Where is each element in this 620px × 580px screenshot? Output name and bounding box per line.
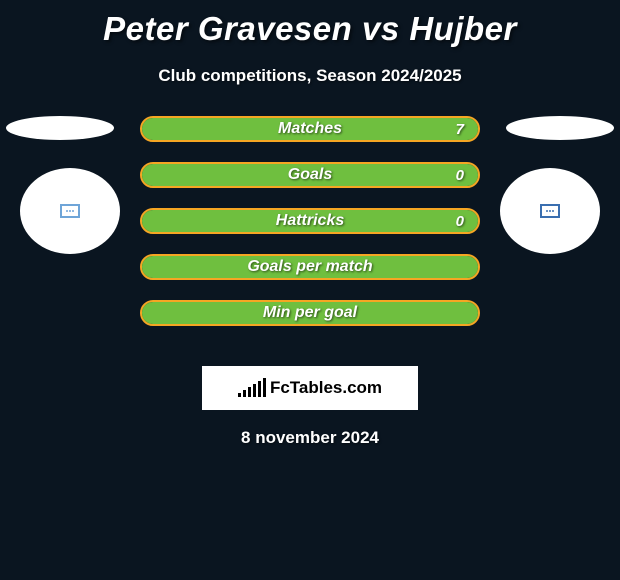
subtitle: Club competitions, Season 2024/2025 <box>0 66 620 86</box>
stat-row: Matches 7 <box>140 116 480 142</box>
stat-row: Min per goal <box>140 300 480 326</box>
stat-label: Min per goal <box>263 304 357 322</box>
source-logo-box: FcTables.com <box>202 366 418 410</box>
player-left-marker <box>6 116 114 140</box>
player-right-badge-circle <box>500 168 600 254</box>
stat-label: Hattricks <box>276 212 344 230</box>
comparison-chart: Matches 7 Goals 0 Hattricks 0 Goals per match M… <box>0 116 620 356</box>
stat-row: Goals 0 <box>140 162 480 188</box>
logo-bars-icon <box>238 379 266 397</box>
player-left-badge-circle <box>20 168 120 254</box>
team-badge-right <box>540 204 560 218</box>
stat-label: Goals per match <box>247 258 372 276</box>
stat-value: 0 <box>456 213 464 230</box>
team-badge-left <box>60 204 80 218</box>
player-right-marker <box>506 116 614 140</box>
stat-row: Hattricks 0 <box>140 208 480 234</box>
stat-label: Matches <box>278 120 342 138</box>
stat-label: Goals <box>288 166 332 184</box>
logo-text: FcTables.com <box>270 378 382 398</box>
stat-rows-container: Matches 7 Goals 0 Hattricks 0 Goals per match M… <box>140 116 480 346</box>
stat-value: 0 <box>456 167 464 184</box>
page-title: Peter Gravesen vs Hujber <box>0 0 620 48</box>
stat-value: 7 <box>456 121 464 138</box>
date-label: 8 november 2024 <box>0 428 620 448</box>
stat-row: Goals per match <box>140 254 480 280</box>
